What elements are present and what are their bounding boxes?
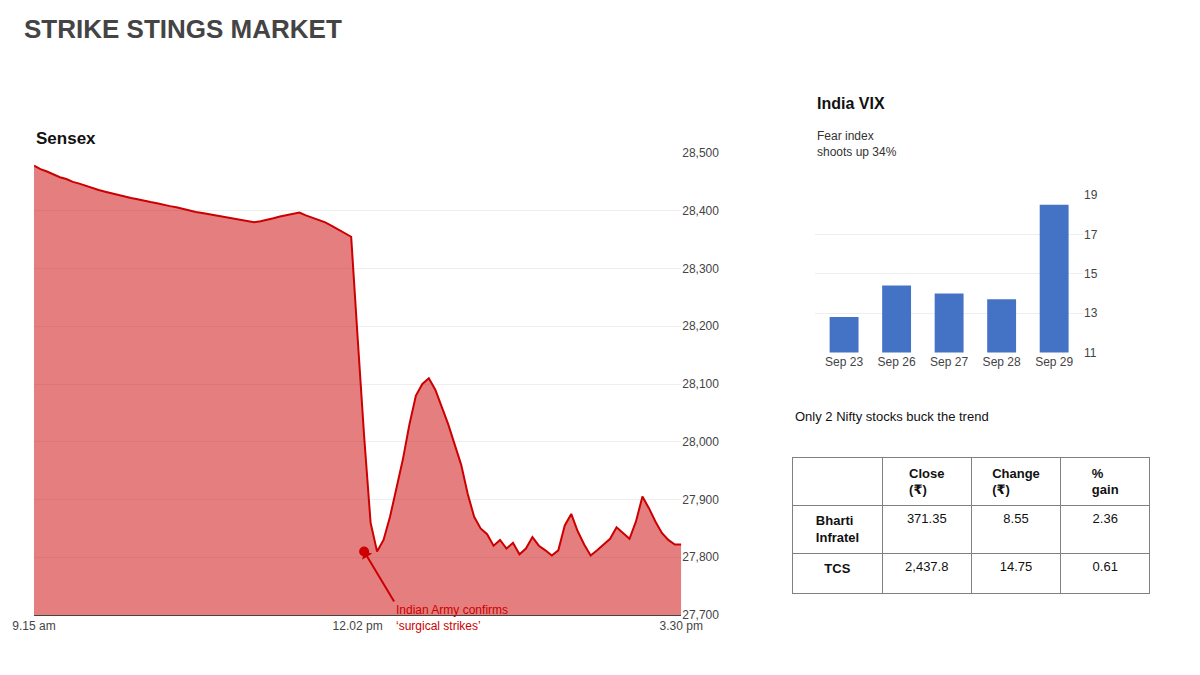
svg-text:BhartiInfratel: BhartiInfratel (816, 513, 859, 545)
svg-text:%gain: %gain (1092, 466, 1119, 498)
svg-text:Sep 23: Sep 23 (825, 355, 863, 369)
svg-text:28,200: 28,200 (682, 319, 719, 333)
svg-text:Fear indexshoots up 34%: Fear indexshoots up 34% (817, 129, 897, 159)
svg-text:2.36: 2.36 (1093, 511, 1118, 526)
svg-text:8.55: 8.55 (1003, 511, 1028, 526)
svg-text:28,000: 28,000 (682, 435, 719, 449)
svg-text:TCS: TCS (824, 561, 850, 576)
svg-text:Sep 28: Sep 28 (983, 355, 1021, 369)
svg-text:28,400: 28,400 (682, 204, 719, 218)
svg-text:0.61: 0.61 (1093, 559, 1118, 574)
svg-text:12.02 pm: 12.02 pm (333, 619, 383, 633)
svg-text:Sensex: Sensex (36, 129, 96, 148)
svg-text:2,437.8: 2,437.8 (905, 559, 948, 574)
svg-text:14.75: 14.75 (1000, 559, 1033, 574)
svg-text:28,100: 28,100 (682, 377, 719, 391)
svg-text:28,300: 28,300 (682, 262, 719, 276)
svg-text:India VIX: India VIX (817, 95, 885, 112)
svg-text:Indian Army confirms‘surgical: Indian Army confirms‘surgical strikes’ (396, 603, 508, 633)
svg-text:Sep 29: Sep 29 (1035, 355, 1073, 369)
svg-text:19: 19 (1084, 188, 1098, 202)
svg-text:STRIKE STINGS MARKET: STRIKE STINGS MARKET (24, 14, 342, 44)
svg-text:13: 13 (1084, 306, 1098, 320)
svg-text:27,800: 27,800 (682, 550, 719, 564)
svg-text:371.35: 371.35 (907, 511, 947, 526)
svg-text:11: 11 (1084, 346, 1097, 360)
svg-text:Sep 26: Sep 26 (878, 355, 916, 369)
svg-text:Close(₹): Close(₹) (909, 466, 944, 498)
svg-text:15: 15 (1084, 267, 1098, 281)
svg-text:Sep 27: Sep 27 (930, 355, 968, 369)
svg-text:9.15 am: 9.15 am (12, 619, 55, 633)
svg-text:27,700: 27,700 (682, 608, 719, 622)
svg-text:27,900: 27,900 (682, 493, 719, 507)
svg-text:17: 17 (1084, 228, 1098, 242)
svg-text:28,500: 28,500 (682, 146, 719, 160)
svg-text:Only 2 Nifty stocks buck the t: Only 2 Nifty stocks buck the trend (795, 409, 989, 424)
svg-text:Change(₹): Change(₹) (992, 466, 1040, 498)
svg-text:3.30 pm: 3.30 pm (660, 619, 703, 633)
